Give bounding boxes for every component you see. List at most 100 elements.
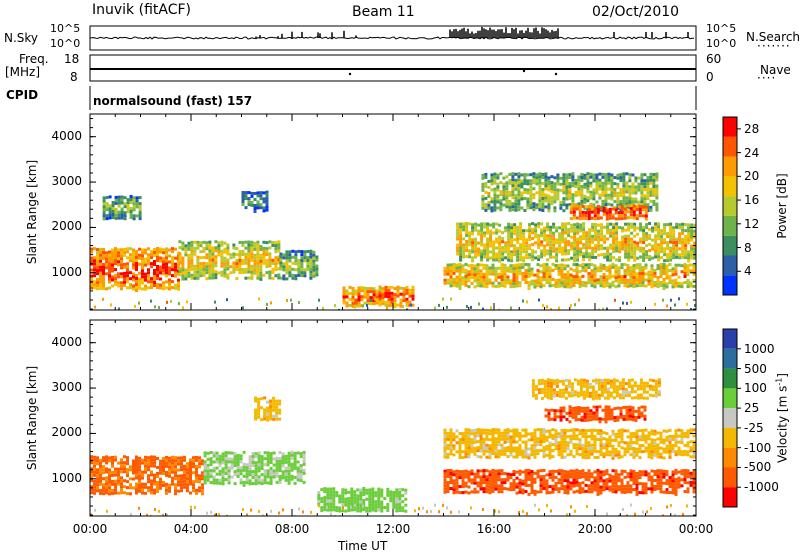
echo-cell bbox=[90, 274, 93, 278]
echo-cell bbox=[656, 449, 660, 453]
echo-cell bbox=[482, 428, 486, 432]
echo-cell bbox=[506, 278, 510, 282]
echo-cell bbox=[542, 266, 546, 270]
echo-cell bbox=[241, 191, 245, 194]
echo-cell bbox=[668, 440, 672, 444]
echo-cell bbox=[468, 243, 472, 247]
echo-cell bbox=[605, 217, 609, 221]
echo-cell bbox=[162, 263, 165, 267]
echo-cell bbox=[306, 256, 310, 259]
echo-cell bbox=[564, 240, 568, 244]
echo-cell bbox=[491, 483, 495, 487]
echo-cell bbox=[596, 450, 600, 453]
echo-cell bbox=[218, 481, 222, 485]
echo-cell bbox=[461, 432, 465, 436]
echo-cell bbox=[495, 240, 499, 244]
echo-cell bbox=[223, 256, 227, 260]
echo-cell bbox=[581, 262, 585, 266]
echo-cell bbox=[380, 491, 384, 495]
echo-cell bbox=[476, 475, 480, 479]
echo-cell bbox=[244, 270, 248, 274]
echo-cell bbox=[165, 250, 168, 254]
echo-cell bbox=[111, 482, 114, 486]
echo-cell bbox=[168, 471, 171, 475]
echo-cell bbox=[150, 253, 153, 257]
echo-cell bbox=[489, 223, 493, 227]
echo-cell bbox=[581, 434, 585, 438]
echo-cell bbox=[593, 214, 597, 218]
echo-cell bbox=[623, 213, 627, 217]
echo-cell bbox=[692, 272, 696, 276]
echo-cell bbox=[689, 455, 693, 459]
echo-cell bbox=[659, 269, 663, 272]
echo-cell bbox=[515, 470, 519, 474]
echo-cell bbox=[226, 243, 230, 247]
echo-cell bbox=[253, 262, 257, 266]
echo-cell bbox=[476, 440, 480, 444]
echo-cell bbox=[552, 234, 556, 238]
echo-cell bbox=[593, 267, 597, 271]
echo-cell bbox=[569, 428, 573, 432]
echo-cell bbox=[603, 234, 607, 238]
echo-cell bbox=[654, 243, 658, 247]
echo-cell bbox=[546, 222, 550, 226]
echo-cell bbox=[693, 235, 696, 239]
echo-cell bbox=[548, 284, 552, 288]
echo-cell bbox=[132, 287, 135, 291]
echo-cell bbox=[662, 441, 666, 445]
echo-cell bbox=[533, 282, 537, 286]
echo-cell bbox=[480, 240, 484, 244]
echo-cell bbox=[208, 249, 212, 253]
echo-cell bbox=[496, 182, 500, 186]
echo-cell bbox=[150, 479, 153, 483]
echo-cell bbox=[259, 247, 263, 251]
echo-cell bbox=[473, 478, 477, 482]
echo-cell bbox=[690, 247, 694, 251]
echo-cell bbox=[524, 446, 528, 450]
echo-cell bbox=[687, 232, 691, 236]
echo-cell bbox=[524, 434, 528, 438]
echo-cell bbox=[554, 432, 558, 436]
echo-cell bbox=[617, 444, 621, 448]
echo-cell bbox=[467, 434, 471, 438]
echo-cell bbox=[541, 194, 545, 197]
speckle-cell bbox=[102, 297, 104, 301]
echo-cell bbox=[642, 250, 646, 253]
echo-cell bbox=[653, 438, 657, 442]
echo-cell bbox=[602, 455, 606, 459]
echo-cell bbox=[488, 491, 492, 495]
echo-cell bbox=[536, 443, 540, 447]
echo-cell bbox=[534, 223, 538, 227]
echo-cell bbox=[303, 253, 307, 257]
echo-cell bbox=[129, 259, 132, 263]
echo-cell bbox=[614, 267, 618, 271]
echo-cell bbox=[236, 466, 240, 469]
echo-cell bbox=[256, 261, 260, 265]
echo-cell bbox=[486, 255, 490, 259]
echo-cell bbox=[138, 462, 141, 466]
echo-cell bbox=[468, 240, 472, 244]
echo-cell bbox=[368, 503, 372, 507]
echo-cell bbox=[591, 240, 595, 244]
echo-cell bbox=[111, 254, 114, 258]
echo-cell bbox=[503, 440, 507, 444]
echo-cell bbox=[199, 244, 203, 248]
echo-cell bbox=[693, 241, 696, 245]
echo-cell bbox=[281, 470, 285, 474]
echo-cell bbox=[268, 246, 272, 250]
echo-cell bbox=[638, 272, 642, 276]
echo-cell bbox=[168, 465, 171, 469]
echo-cell bbox=[521, 455, 525, 459]
echo-cell bbox=[634, 179, 638, 183]
echo-cell bbox=[506, 269, 510, 273]
echo-cell bbox=[449, 437, 453, 441]
echo-cell bbox=[123, 277, 126, 281]
echo-cell bbox=[627, 243, 631, 247]
echo-cell bbox=[181, 241, 185, 245]
echo-cell bbox=[494, 449, 498, 453]
echo-cell bbox=[446, 278, 450, 282]
echo-cell bbox=[205, 244, 209, 248]
echo-cell bbox=[638, 211, 642, 215]
echo-cell bbox=[230, 457, 234, 461]
echo-cell bbox=[135, 485, 138, 489]
